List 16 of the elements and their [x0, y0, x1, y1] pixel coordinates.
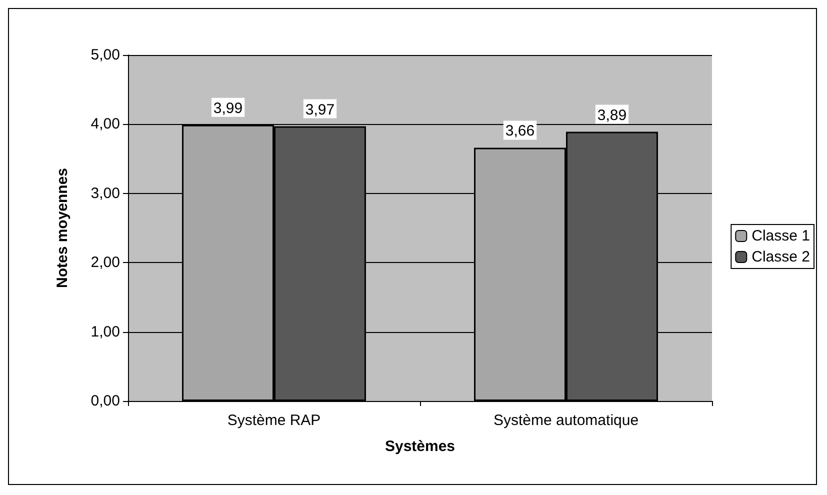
y-tick-label: 3,00	[90, 184, 120, 202]
x-tick-label: Système automatique	[493, 412, 639, 429]
x-tick-label: Système RAP	[227, 412, 321, 429]
data-label: 3,99	[213, 100, 243, 117]
y-axis-title: Notes moyennes	[54, 168, 71, 288]
data-label: 3,97	[305, 101, 335, 118]
y-tick-label: 1,00	[90, 323, 120, 340]
y-tick-label: 2,00	[90, 254, 120, 272]
data-label: 3,89	[597, 106, 627, 124]
y-tick-label: 5,00	[90, 46, 120, 64]
legend-label: Classe 1	[752, 228, 810, 244]
x-axis-title: Systèmes	[384, 438, 456, 455]
y-tick-label: 4,00	[90, 116, 120, 133]
data-label: 3,66	[505, 122, 535, 140]
legend-label: Classe 2	[752, 248, 810, 266]
y-tick-label: 0,00	[90, 392, 120, 410]
